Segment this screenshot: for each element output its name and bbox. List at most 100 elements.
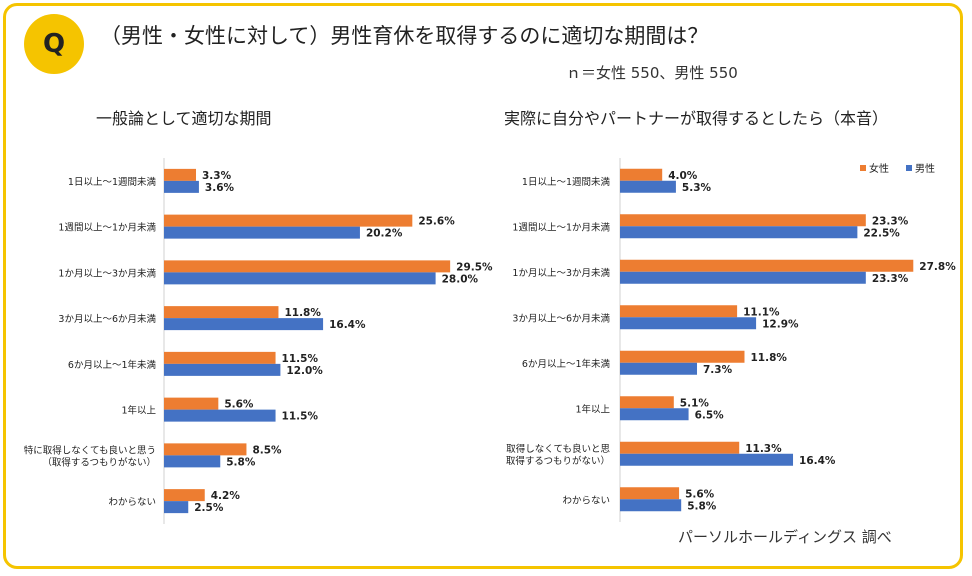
question-badge: Q [24,14,84,74]
category-label-line: 1週間以上～1か月未満 [58,222,156,234]
category-label: 3か月以上～6か月未満 [58,313,156,325]
category-label-line: 1か月以上～3か月未満 [512,267,610,279]
chart-left-title: 一般論として適切な期間 [96,109,272,128]
chart-frame [3,3,963,569]
category-label-line: 1日以上～1週間未満 [68,176,157,188]
bar-female [620,350,745,363]
value-label-male: 5.8% [226,456,256,468]
bar-female [164,306,279,319]
value-label-male: 5.3% [682,182,712,194]
page-title: （男性・女性に対して）男性育休を取得するのに適切な期間は？ [100,24,709,48]
bar-female [620,168,663,181]
value-label-male: 20.2% [366,228,403,240]
value-label-female: 25.6% [418,216,455,228]
sample-size: ｎ＝女性 550、男性 550 [566,64,738,82]
value-label-male: 16.4% [329,319,366,331]
bar-male [620,408,689,421]
category-label: 6か月以上～1年未満 [522,358,611,370]
value-label-female: 11.8% [750,352,787,364]
value-label-male: 3.6% [205,182,235,194]
category-label: わからない [562,495,610,506]
category-label: 1日以上～1週間未満 [68,176,157,188]
bar-female [620,305,738,318]
category-label-line: 1年以上 [121,405,156,417]
bar-female [620,214,866,227]
bar-male [620,271,866,284]
value-label-female: 8.5% [252,444,282,456]
bar-male [620,499,682,512]
category-label-line: 取得するつもりがない） [506,455,610,467]
bar-male [164,363,281,376]
bar-female [620,396,674,409]
category-label: 1か月以上～3か月未満 [58,267,156,279]
bar-male [620,226,858,239]
value-label-female: 5.6% [685,488,715,500]
legend-label-female: 女性 [869,162,889,175]
value-label-male: 7.3% [703,364,733,376]
value-label-female: 11.1% [743,306,780,318]
bar-male [164,272,436,285]
value-label-female: 5.6% [224,399,254,411]
category-label-line: 6か月以上～1年未満 [68,359,157,371]
bar-male [620,317,757,330]
source-credit: パーソルホールディングス 調べ [678,528,892,546]
chart-right-title: 実際に自分やパートナーが取得するとしたら（本音） [504,109,889,128]
category-label: 1か月以上～3か月未満 [512,267,610,279]
value-label-female: 11.3% [745,443,782,455]
category-label-line: 3か月以上～6か月未満 [58,313,156,325]
value-label-male: 16.4% [799,455,836,467]
category-label-line: 1日以上～1週間未満 [522,176,611,188]
category-label: 1日以上～1週間未満 [522,176,611,188]
legend-label-male: 男性 [915,162,935,175]
value-label-female: 4.0% [668,170,698,182]
category-label-line: 1週間以上～1か月未満 [512,221,610,233]
category-label-line: わからない [562,495,610,506]
bar-male [164,318,324,331]
bar-female [164,443,247,456]
bar-male [620,362,698,375]
value-label-male: 23.3% [872,273,909,285]
bar-female [164,214,413,227]
category-label-line: 1年以上 [575,403,610,415]
category-label: 取得しなくても良いと思取得するつもりがない） [506,443,611,467]
category-label-line: 取得しなくても良いと思 [506,443,610,455]
bar-male [164,455,221,468]
legend-swatch-female [860,165,866,171]
value-label-female: 4.2% [211,490,241,502]
value-label-male: 12.0% [286,365,323,377]
category-label: 6か月以上～1年未満 [68,359,157,371]
value-label-male: 12.9% [762,318,799,330]
bar-male [164,409,276,422]
value-label-male: 22.5% [863,227,900,239]
bar-male [164,180,199,193]
bar-female [164,397,219,410]
category-label: 1週間以上～1か月未満 [512,221,610,233]
value-label-female: 23.3% [872,215,909,227]
category-label-line: 1か月以上～3か月未満 [58,267,156,279]
value-label-male: 2.5% [194,502,224,514]
value-label-female: 29.5% [456,261,493,273]
bar-male [164,501,189,514]
value-label-female: 5.1% [680,397,710,409]
category-label: 1年以上 [121,405,156,417]
value-label-female: 11.8% [284,307,321,319]
category-label-line: 6か月以上～1年未満 [522,358,611,370]
bar-male [620,180,676,193]
category-label: 1年以上 [575,403,610,415]
category-label-line: わからない [108,497,156,508]
bar-female [164,489,205,502]
category-label: わからない [108,497,156,508]
value-label-female: 27.8% [919,261,956,273]
value-label-male: 5.8% [687,500,717,512]
value-label-female: 11.5% [282,353,319,365]
category-label-line: 3か月以上～6か月未満 [512,312,610,324]
value-label-male: 28.0% [442,273,479,285]
category-label: 特に取得しなくても良いと思う（取得するつもりがない） [24,444,156,468]
bar-male [620,453,794,466]
value-label-male: 6.5% [695,409,725,421]
value-label-male: 11.5% [282,411,319,423]
bar-female [620,441,740,454]
value-label-female: 3.3% [202,170,232,182]
